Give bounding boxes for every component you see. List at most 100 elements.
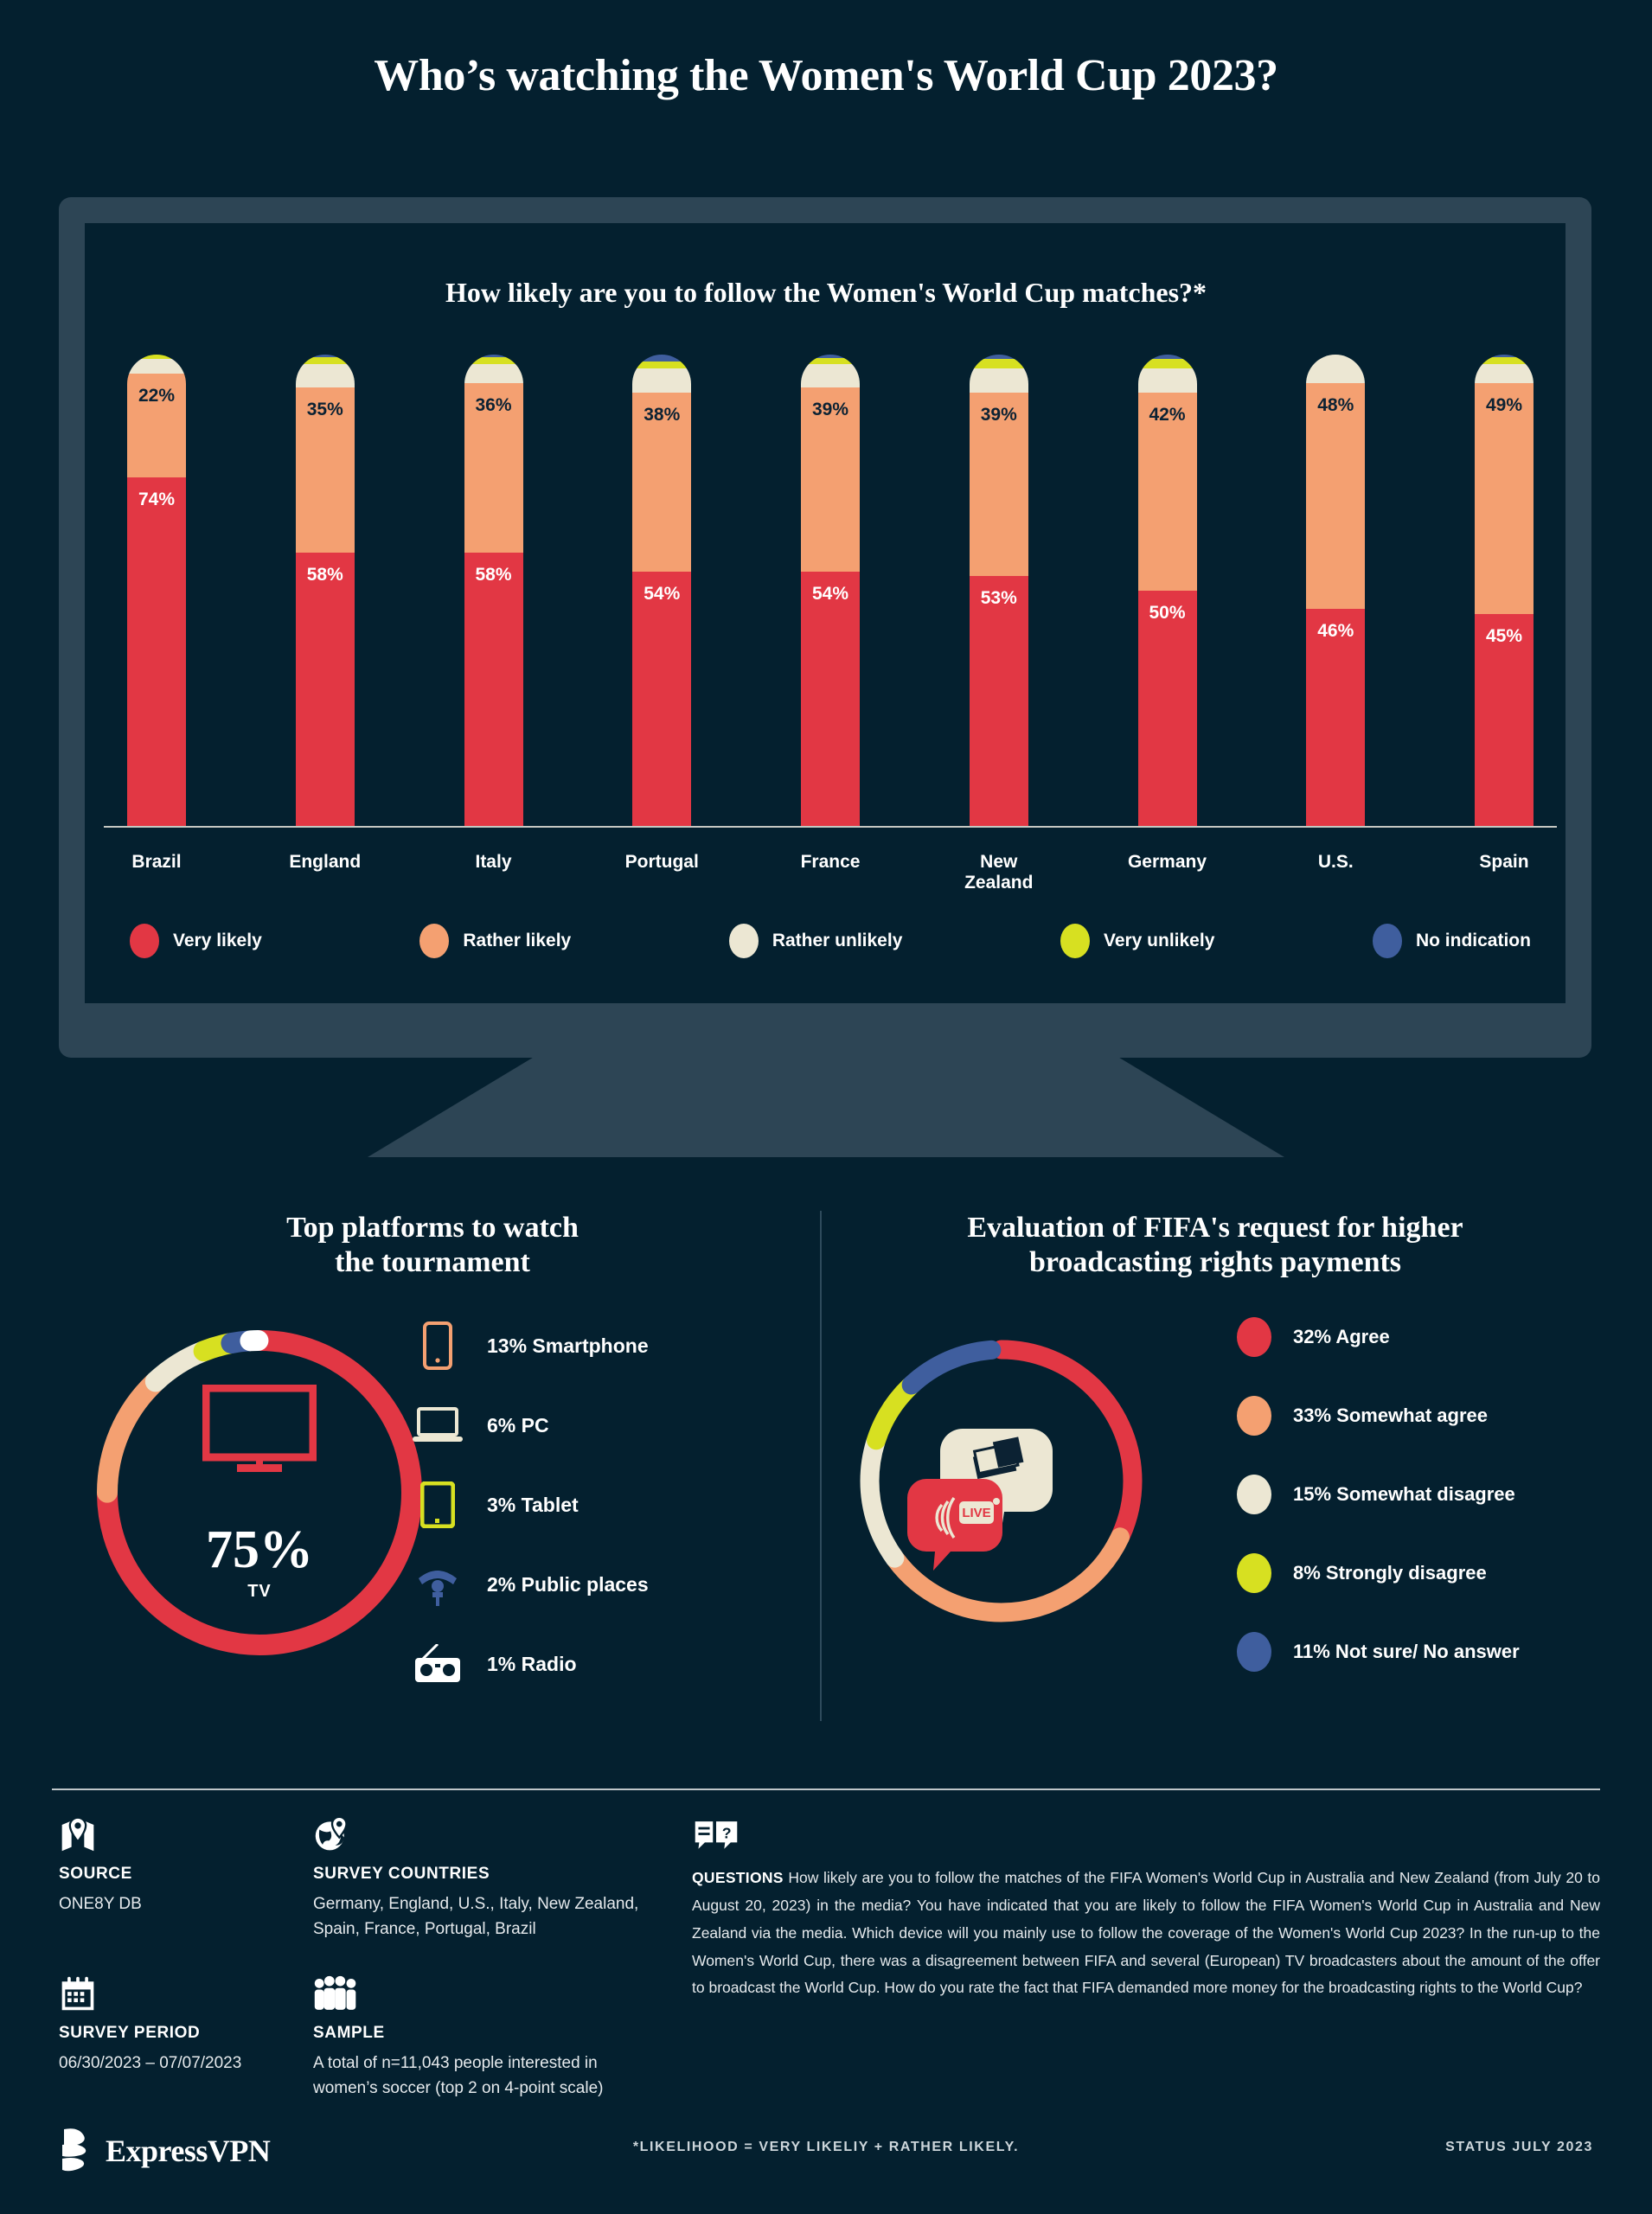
calendar-icon — [61, 1976, 94, 2011]
fifa-title-line2: broadcasting rights payments — [1028, 1246, 1402, 1279]
bar-segment-label: 39% — [811, 400, 849, 420]
platform-label: 6% PC — [487, 1413, 549, 1437]
bar-segment — [1475, 355, 1534, 357]
legend-swatch-icon — [728, 924, 759, 958]
bar-segment — [969, 368, 1028, 393]
platform-label: 3% Tablet — [487, 1493, 579, 1516]
bar-segment-label: 54% — [644, 583, 681, 604]
legend-label: Rather unlikely — [772, 931, 903, 950]
stacked-bar: 53% 39% — [969, 355, 1028, 826]
footer-source-body: ONE8Y DB — [59, 1895, 142, 1913]
bar-column: 45% 49% — [1451, 355, 1557, 826]
fifa-section: Evaluation of FIFA's request for higher … — [830, 1211, 1600, 1630]
bar-segment: 49% — [1475, 382, 1534, 614]
tv-icon — [202, 1384, 317, 1472]
platforms-donut-sublabel: TV — [247, 1581, 272, 1601]
fifa-legend-item: 33% Somewhat agree — [1237, 1376, 1600, 1455]
bar-segment — [1475, 363, 1534, 383]
fifa-legend-label: 8% Strongly disagree — [1293, 1561, 1487, 1584]
platforms-title: Top platforms to watch the tournament — [52, 1211, 813, 1280]
footer-questions-text: How likely are you to follow the matches… — [692, 1869, 1600, 1997]
legend-swatch-icon — [1372, 924, 1402, 958]
public-places-icon — [411, 1559, 464, 1609]
bar-segment-label: 36% — [475, 394, 512, 415]
legend-label: Very likely — [173, 931, 262, 950]
platforms-donut-svg — [97, 1330, 422, 1656]
bar-column: 54% 38% — [609, 355, 714, 826]
chart-legend: Very likely Rather likely Rather unlikely V… — [130, 924, 1531, 958]
laptop-icon — [411, 1400, 464, 1450]
bar-segment: 74% — [127, 477, 186, 826]
fifa-legend-item: 11% Not sure/ No answer — [1237, 1612, 1600, 1691]
fifa-legend-swatch-icon — [1237, 1552, 1271, 1593]
platform-label: 1% Radio — [487, 1652, 577, 1675]
bar-segment-label: 58% — [475, 564, 512, 585]
legend-label: Very unlikely — [1103, 931, 1215, 950]
footer-source: SOURCE ONE8Y DB — [59, 1814, 284, 1916]
bar-segment — [969, 359, 1028, 369]
bar-segment — [801, 355, 860, 359]
footer-period-heading: SURVEY PERIOD — [59, 2024, 201, 2042]
fifa-donut-svg: LIVE — [860, 1340, 1143, 1622]
bar-segment: 22% — [127, 373, 186, 477]
legend-item: Very likely — [130, 924, 262, 958]
page-title: Who’s watching the Women's World Cup 202… — [374, 51, 1278, 100]
bar-segment — [1475, 356, 1534, 364]
bar-column: 74% 22% — [104, 355, 209, 826]
platforms-list: 13% Smartphone 6% PC 3% Tablet 2% Public pl… — [411, 1306, 774, 1704]
country-label: Germany — [1127, 852, 1207, 872]
bar-segment — [464, 355, 523, 357]
fifa-legend-swatch-icon — [1237, 1474, 1271, 1514]
fifa-legend-item: 15% Somewhat disagree — [1237, 1455, 1600, 1533]
bar-segment: 42% — [1137, 392, 1197, 591]
donut-segment — [860, 1340, 1143, 1622]
legend-label: Rather likely — [463, 931, 572, 950]
bar-segment — [295, 356, 355, 364]
legend-label: No indication — [1415, 931, 1531, 950]
bar-segment-label: 35% — [306, 400, 343, 420]
bar-segment-label: 74% — [138, 489, 176, 509]
stacked-bar: 74% 22% — [127, 355, 186, 826]
bar-segment: 46% — [1306, 609, 1366, 826]
svg-text:?: ? — [722, 1825, 732, 1842]
bar-segment-label: 22% — [138, 385, 176, 406]
brand-name: ExpressVPN — [106, 2134, 271, 2168]
footer-countries: SURVEY COUNTRIES Germany, England, U.S.,… — [313, 1814, 659, 1942]
bar-column: 54% 39% — [778, 355, 883, 826]
country-label-row: Brazil England Italy Portugal France New Zeal… — [104, 852, 1557, 893]
bar-segment: 35% — [295, 387, 355, 553]
footer-note: *LIKELIHOOD = VERY LIKELIY + RATHER LIKE… — [632, 2140, 1020, 2154]
footer-period-body: 06/30/2023 – 07/07/2023 — [59, 2054, 242, 2072]
stacked-bar: 58% 35% — [295, 355, 355, 826]
bar-segment: 54% — [801, 571, 860, 826]
fifa-legend-item: 32% Agree — [1237, 1297, 1600, 1376]
chart-axis-line — [104, 826, 1557, 828]
bar-segment-label: 39% — [980, 404, 1017, 425]
bar-segment — [295, 363, 355, 388]
country-label: Brazil — [131, 852, 182, 872]
map-pin-icon — [61, 1816, 94, 1852]
bar-segment-label: 38% — [644, 404, 681, 425]
platforms-section: Top platforms to watch the tournament 75… — [52, 1211, 813, 1666]
country-label: Italy — [475, 852, 512, 872]
bar-segment — [632, 355, 692, 362]
fifa-legend-swatch-icon — [1237, 1631, 1271, 1672]
bar-segment — [801, 358, 860, 364]
bar-segment — [632, 362, 692, 369]
fifa-legend-label: 32% Agree — [1293, 1325, 1390, 1347]
fifa-title: Evaluation of FIFA's request for higher … — [830, 1211, 1600, 1280]
country-label: Spain — [1479, 852, 1529, 872]
fifa-donut: LIVE — [852, 1332, 1150, 1630]
bar-segment-label: 49% — [1485, 394, 1523, 415]
legend-swatch-icon — [419, 924, 450, 958]
stacked-bar-chart: 74% 22% 58% 35% 58% 36% 54% 38% 54% 39% 53% 39% 50% 4… — [104, 346, 1557, 826]
bar-segment-label: 50% — [1149, 602, 1186, 623]
platform-item: 1% Radio — [411, 1624, 774, 1704]
radio-icon — [411, 1639, 464, 1689]
fifa-legend-label: 11% Not sure/ No answer — [1293, 1640, 1520, 1662]
bar-column: 58% 36% — [441, 355, 547, 826]
fifa-legend-label: 33% Somewhat agree — [1293, 1404, 1488, 1426]
platform-label: 13% Smartphone — [487, 1334, 649, 1357]
stacked-bar: 50% 42% — [1137, 355, 1197, 826]
